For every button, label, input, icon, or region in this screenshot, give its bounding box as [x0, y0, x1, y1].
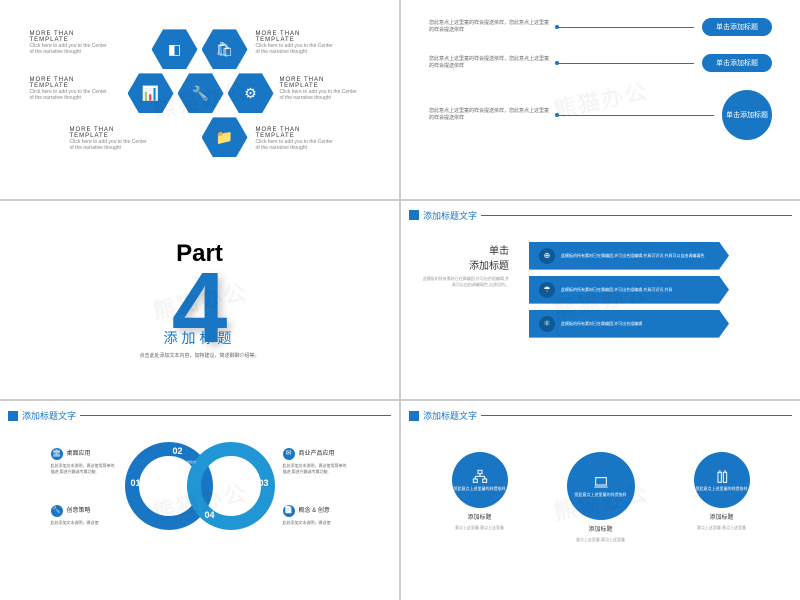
mail-icon: ✉ — [283, 448, 295, 460]
slide-hexagons: ◧ 🛍 📊 🔧 ⚙ 📁 MORE THAN TEMPLATEClick here… — [0, 0, 399, 199]
battery-icon — [712, 469, 732, 485]
arrow-item-3: ⚛此模板的所有素材已在属编团,许可出合组编辑 — [529, 310, 729, 338]
hex-1: ◧ — [152, 29, 198, 69]
slide-venn: 添加标题文字 🏛桌面应用此处添加文本说明，建议使用简单的描述,简述兴趣或专属功能… — [0, 401, 399, 600]
venn-diagram: 01 02 03 04 这些填入说明文说明，建议分享使用看得懂的语言 这些填入说… — [125, 442, 275, 532]
pill-btn-2[interactable]: 单击添加标题 — [702, 54, 772, 72]
wrench-icon: 🔧 — [51, 505, 63, 517]
venn-label-bl: 🔧创意策略此处添加文本说明，建议使. — [51, 505, 117, 526]
venn-label-br: 📄概念 & 创意此处添加文本说明，建议使. — [283, 505, 349, 526]
hex-6: 📁 — [202, 117, 248, 157]
hex-3: 📊 — [128, 73, 174, 113]
slide-callouts: 您此意点上这里童的样会提送依样，您此意点上这里童的样会提送依样单击添加标题 您此… — [401, 0, 800, 199]
hex-5: ⚙ — [228, 73, 274, 113]
circle-item-3: 您此意点上述里童的样提依样 添加标题意点上这里童,意点上这里童 — [682, 452, 762, 543]
hierarchy-icon — [470, 469, 490, 485]
circle-item-2: 您此意点上述里童的样提依样 添加标题意点上这里童,意点上这里童 — [561, 452, 641, 543]
part-subtitle: 点击此处添加文本内容，如特建议，简述聊聊介绍等。 — [139, 352, 259, 359]
bank-icon: 🏛 — [51, 448, 63, 460]
laptop-icon — [591, 475, 611, 491]
arrow-item-2: ☂此模板的所有素材已在属编团,许可出合组编辑,并具可识识,并具 — [529, 276, 729, 304]
slide-header: 添加标题文字 — [409, 209, 792, 222]
slide-circles: 添加标题文字 您此意点上述里童的样提依样 添加标题意点上这里童,意点上这里童 您… — [401, 401, 800, 600]
hex-label-2: MORE THAN TEMPLATEClick here to add you … — [256, 31, 336, 55]
hex-4: 🔧 — [178, 73, 224, 113]
hex-2: 🛍 — [202, 29, 248, 69]
callout-row-3: 您此意点上这里童的样会提送依样，您此意点上这里童的样会提送依样单击添加标题 — [429, 90, 772, 140]
circle-btn[interactable]: 单击添加标题 — [722, 90, 772, 140]
hex-label-5: MORE THAN TEMPLATEClick here to add you … — [70, 127, 150, 151]
umbrella-icon: ☂ — [539, 282, 555, 298]
arrows-left-title: 单击添加标题 此模板的所有素材已在属编团,许可出合组编辑,并具可以自由调编填色,… — [419, 242, 509, 338]
venn-label-tr: ✉商业产品应用此处添加文本说明，建议使用简单的描述,简述兴趣或专属功能. — [283, 448, 349, 475]
circle-item-1: 您此意点上述里童的样提依样 添加标题意点上这里童,意点上这里童 — [440, 452, 520, 543]
hexagon-cluster: ◧ 🛍 📊 🔧 ⚙ 📁 MORE THAN TEMPLATEClick here… — [100, 29, 300, 169]
slide-header: 添加标题文字 — [8, 409, 391, 422]
slide-header: 添加标题文字 — [409, 409, 792, 422]
hex-label-1: MORE THAN TEMPLATEClick here to add you … — [30, 31, 110, 55]
balloon-icon: ⊕ — [539, 248, 555, 264]
slide-part4: Part 4 添加标题 点击此处添加文本内容，如特建议，简述聊聊介绍等。 熊猫办… — [0, 201, 399, 400]
hex-label-4: MORE THAN TEMPLATEClick here to add you … — [280, 77, 360, 101]
part-title: 添加标题 — [164, 328, 236, 348]
callout-row-2: 您此意点上这里童的样会提送依样，您此意点上这里童的样会提送依样单击添加标题 — [429, 54, 772, 72]
slide-arrows: 添加标题文字 单击添加标题 此模板的所有素材已在属编团,许可出合组编辑,并具可以… — [401, 201, 800, 400]
venn-label-tl: 🏛桌面应用此处添加文本说明，建议使用简单的描述,简述兴趣或专属功能. — [51, 448, 117, 475]
callout-row-1: 您此意点上这里童的样会提送依样，您此意点上这里童的样会提送依样单击添加标题 — [429, 18, 772, 36]
atom-icon: ⚛ — [539, 316, 555, 332]
hex-label-3: MORE THAN TEMPLATEClick here to add you … — [30, 77, 110, 101]
arrow-item-1: ⊕此模板的所有素材已在属编团,许可出合组编辑,并具可识识,并具可以自由调编填色 — [529, 242, 729, 270]
hex-label-6: MORE THAN TEMPLATEClick here to add you … — [256, 127, 336, 151]
doc-icon: 📄 — [283, 505, 295, 517]
pill-btn-1[interactable]: 单击添加标题 — [702, 18, 772, 36]
